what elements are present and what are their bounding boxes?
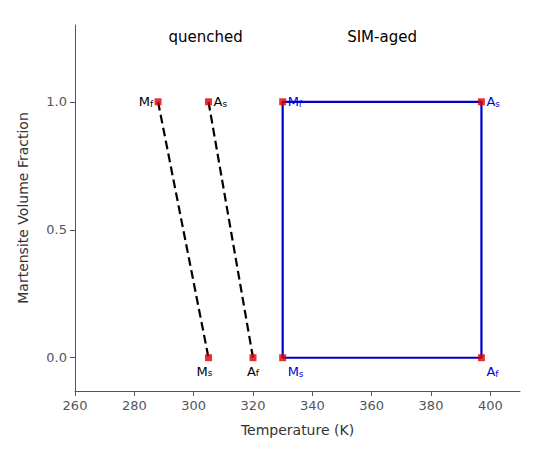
svg-text:400: 400: [478, 398, 503, 413]
svg-text:quenched: quenched: [168, 28, 242, 46]
svg-text:280: 280: [122, 398, 147, 413]
svg-text:260: 260: [63, 398, 88, 413]
svg-text:A: A: [486, 364, 495, 379]
svg-text:M: M: [197, 364, 208, 379]
svg-text:300: 300: [181, 398, 206, 413]
svg-text:s: s: [208, 368, 213, 378]
svg-text:1.0: 1.0: [46, 94, 67, 109]
svg-text:380: 380: [419, 398, 444, 413]
svg-text:s: s: [495, 99, 500, 109]
svg-text:0.0: 0.0: [46, 350, 67, 365]
svg-text:Temperature (K): Temperature (K): [240, 422, 354, 438]
svg-text:340: 340: [300, 398, 325, 413]
svg-text:0.5: 0.5: [46, 222, 67, 237]
svg-text:M: M: [288, 364, 299, 379]
svg-text:Martensite Volume Fraction: Martensite Volume Fraction: [15, 112, 31, 304]
svg-text:360: 360: [359, 398, 384, 413]
svg-text:s: s: [222, 99, 227, 109]
svg-text:M: M: [139, 94, 150, 109]
svg-text:A: A: [486, 94, 495, 109]
svg-text:f: f: [150, 99, 154, 109]
svg-text:A: A: [247, 364, 256, 379]
svg-text:A: A: [214, 94, 223, 109]
svg-text:f: f: [256, 368, 260, 378]
svg-text:s: s: [299, 369, 304, 379]
svg-text:M: M: [288, 94, 299, 109]
svg-text:f: f: [299, 99, 303, 109]
svg-text:f: f: [495, 369, 499, 379]
svg-text:320: 320: [241, 398, 266, 413]
svg-text:SIM-aged: SIM-aged: [347, 28, 417, 46]
